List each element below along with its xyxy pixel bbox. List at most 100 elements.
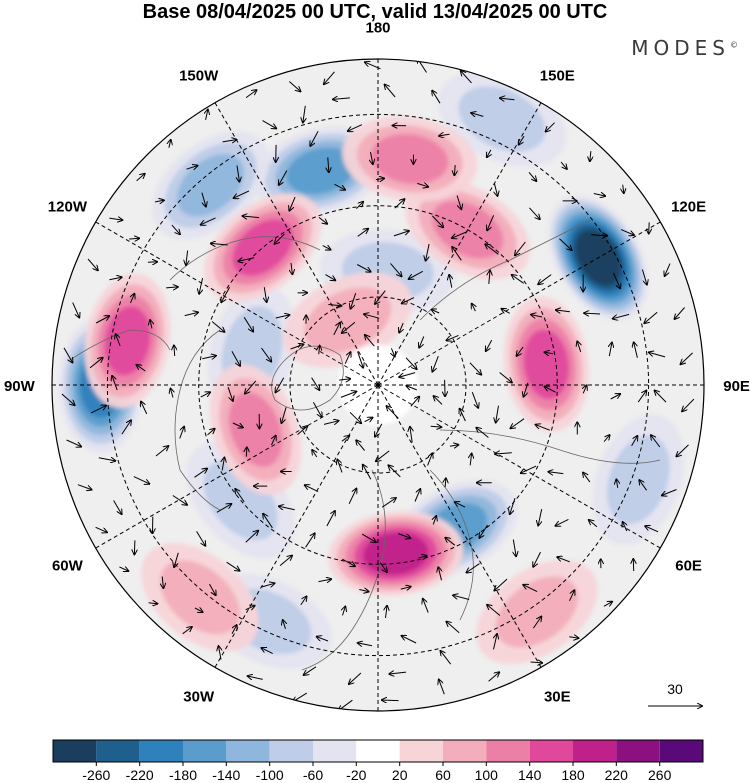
wind-arrow — [460, 409, 466, 422]
wind-arrow — [379, 562, 387, 572]
coastline-north-america — [69, 329, 171, 361]
wind-arrow — [546, 122, 555, 132]
wind-arrow — [496, 405, 499, 423]
colorbar-swatch — [96, 740, 140, 762]
wind-arrow — [682, 398, 695, 411]
wind-arrow — [312, 401, 321, 417]
wind-arrow — [155, 446, 168, 457]
wind-arrow — [432, 91, 441, 104]
wind-arrow — [131, 294, 135, 304]
wind-arrow — [523, 585, 538, 593]
wind-arrow — [211, 243, 228, 245]
wind-arrow — [288, 81, 300, 92]
wind-arrow — [456, 195, 461, 210]
wind-arrow — [312, 450, 317, 458]
wind-arrow — [279, 170, 288, 185]
wind-arrow — [569, 590, 575, 602]
wind-arrow — [400, 587, 411, 589]
wind-arrow — [339, 379, 350, 380]
wind-arrow — [486, 339, 493, 351]
wind-arrow — [216, 504, 231, 513]
wind-arrow — [113, 500, 122, 515]
wind-arrow — [513, 539, 516, 557]
wind-arrow — [511, 418, 525, 429]
wind-arrow — [112, 376, 118, 391]
wind-arrow — [471, 113, 484, 117]
colorbar-swatch — [226, 740, 270, 762]
wind-arrow — [305, 533, 315, 548]
wind-arrow — [637, 391, 646, 403]
wind-arrow — [472, 304, 476, 312]
anomaly-contour — [160, 560, 240, 635]
wind-arrow — [376, 450, 390, 461]
wind-arrow — [147, 262, 157, 263]
wind-arrow — [402, 636, 417, 644]
wind-arrow — [517, 346, 524, 356]
wind-arrow — [603, 602, 612, 607]
wind-arrow — [634, 342, 638, 358]
wind-arrow — [155, 200, 164, 202]
colorbar-swatch — [529, 740, 574, 762]
wind-arrow — [432, 310, 440, 313]
wind-arrow — [283, 620, 286, 629]
wind-arrow — [609, 343, 612, 357]
wind-arrow — [531, 315, 543, 317]
wind-arrow — [304, 666, 317, 675]
wind-arrow — [533, 551, 541, 567]
wind-arrow — [494, 578, 508, 590]
wind-arrow — [109, 277, 121, 280]
wind-arrow — [222, 458, 224, 471]
wind-arrow — [454, 165, 455, 175]
wind-arrow — [613, 272, 621, 288]
colorbar-swatch — [616, 740, 660, 762]
wind-arrow — [445, 379, 446, 396]
wind-arrow — [452, 247, 462, 261]
lon-60w-label: 60W — [52, 557, 84, 574]
wind-arrow — [676, 444, 689, 457]
wind-arrow — [434, 396, 443, 405]
wind-arrow — [325, 274, 336, 281]
wind-arrow — [385, 85, 396, 98]
wind-arrow — [356, 440, 365, 451]
wind-arrow — [232, 422, 243, 428]
wind-arrow — [499, 372, 512, 383]
wind-arrow — [402, 297, 415, 304]
meridian — [95, 384, 379, 549]
wind-arrow — [222, 140, 237, 142]
wind-arrow — [665, 263, 671, 276]
wind-arrow — [426, 243, 430, 261]
wind-arrow — [538, 274, 552, 285]
wind-arrow — [589, 520, 598, 528]
wind-arrow — [246, 447, 247, 457]
wind-arrow — [610, 394, 621, 400]
wind-arrow — [95, 316, 109, 324]
lon-180-label: 180 — [365, 19, 390, 36]
wind-arrow — [166, 287, 178, 288]
wind-arrow — [398, 533, 410, 539]
wind-arrow — [341, 558, 355, 566]
wind-arrow — [245, 606, 255, 610]
wind-arrow — [72, 302, 80, 318]
wind-arrow — [453, 595, 470, 600]
wind-arrow — [272, 436, 276, 446]
wind-arrow — [227, 387, 233, 401]
wind-arrow — [423, 599, 429, 613]
wind-arrow — [449, 445, 458, 446]
map-boundary — [51, 58, 705, 712]
wind-arrow — [186, 250, 188, 265]
wind-arrow — [365, 62, 381, 70]
wind-arrow — [545, 352, 553, 354]
colorbar-tick-label: -220 — [126, 767, 154, 783]
wind-arrow — [348, 489, 356, 505]
wind-arrow — [620, 229, 634, 235]
colorbar-swatch — [486, 740, 530, 762]
wind-arrow — [199, 277, 203, 294]
wind-arrow — [524, 382, 529, 397]
wind-arrow — [441, 651, 452, 665]
anomaly-contour — [104, 306, 151, 376]
wind-arrow — [536, 425, 550, 431]
wind-arrow — [333, 98, 350, 100]
lon-120w-label: 120W — [48, 199, 88, 216]
lon-90w-label: 90W — [4, 378, 36, 395]
